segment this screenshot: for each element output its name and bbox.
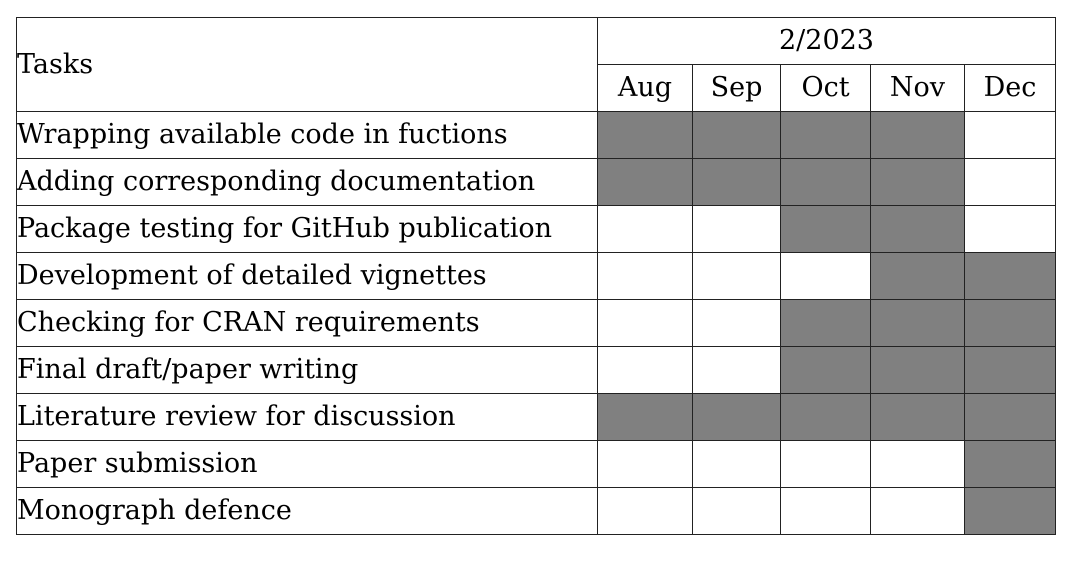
task-name: Checking for CRAN requirements	[16, 299, 598, 347]
schedule-cell	[964, 111, 1056, 159]
table-row: Final draft/paper writing	[16, 346, 1056, 394]
schedule-cell	[597, 440, 693, 488]
schedule-cell	[597, 299, 693, 347]
schedule-cell	[780, 346, 871, 394]
schedule-cell	[780, 440, 871, 488]
tasks-column-header: Tasks	[16, 17, 598, 112]
schedule-cell	[597, 346, 693, 394]
table-row: Development of detailed vignettes	[16, 252, 1056, 300]
schedule-cell	[692, 299, 781, 347]
schedule-cell	[780, 393, 871, 441]
task-name: Wrapping available code in fuctions	[16, 111, 598, 159]
schedule-cell	[964, 346, 1056, 394]
schedule-cell	[597, 487, 693, 535]
schedule-cell	[870, 487, 965, 535]
schedule-cell	[870, 299, 965, 347]
schedule-cell	[597, 158, 693, 206]
schedule-cell	[780, 252, 871, 300]
schedule-cell	[964, 252, 1056, 300]
schedule-cell	[692, 111, 781, 159]
schedule-cell	[964, 158, 1056, 206]
month-header-nov: Nov	[870, 64, 965, 112]
schedule-cell	[964, 393, 1056, 441]
task-name: Paper submission	[16, 440, 598, 488]
schedule-cell	[964, 440, 1056, 488]
schedule-cell	[870, 346, 965, 394]
schedule-cell	[780, 158, 871, 206]
month-header-oct: Oct	[780, 64, 871, 112]
schedule-cell	[692, 393, 781, 441]
month-header-aug: Aug	[597, 64, 693, 112]
schedule-cell	[964, 299, 1056, 347]
schedule-cell	[780, 487, 871, 535]
table-row: Paper submission	[16, 440, 1056, 488]
schedule-cell	[780, 205, 871, 253]
year-header: 2/2023	[597, 17, 1056, 65]
table-row: Checking for CRAN requirements	[16, 299, 1056, 347]
task-name: Monograph defence	[16, 487, 598, 535]
schedule-cell	[692, 252, 781, 300]
schedule-cell	[692, 158, 781, 206]
gantt-table: Tasks 2/2023 Aug Sep Oct Nov Dec Wrappin…	[16, 17, 1056, 535]
schedule-cell	[597, 252, 693, 300]
gantt-body: Wrapping available code in fuctions Addi…	[16, 111, 1056, 535]
table-row: Monograph defence	[16, 487, 1056, 535]
schedule-cell	[692, 487, 781, 535]
month-header-dec: Dec	[964, 64, 1056, 112]
task-name: Package testing for GitHub publication	[16, 205, 598, 253]
schedule-cell	[964, 487, 1056, 535]
schedule-cell	[597, 111, 693, 159]
schedule-cell	[870, 440, 965, 488]
header-row-year: Tasks 2/2023	[16, 17, 1056, 112]
schedule-cell	[780, 299, 871, 347]
schedule-cell	[780, 111, 871, 159]
schedule-cell	[870, 393, 965, 441]
schedule-cell	[870, 205, 965, 253]
schedule-cell	[597, 393, 693, 441]
schedule-cell	[692, 346, 781, 394]
schedule-cell	[870, 111, 965, 159]
schedule-cell	[692, 205, 781, 253]
schedule-cell	[870, 158, 965, 206]
task-name: Final draft/paper writing	[16, 346, 598, 394]
schedule-cell	[692, 440, 781, 488]
table-row: Adding corresponding documentation	[16, 158, 1056, 206]
table-row: Wrapping available code in fuctions	[16, 111, 1056, 159]
table-row: Package testing for GitHub publication	[16, 205, 1056, 253]
month-header-sep: Sep	[692, 64, 781, 112]
schedule-cell	[870, 252, 965, 300]
schedule-cell	[597, 205, 693, 253]
task-name: Development of detailed vignettes	[16, 252, 598, 300]
table-row: Literature review for discussion	[16, 393, 1056, 441]
task-name: Adding corresponding documentation	[16, 158, 598, 206]
task-name: Literature review for discussion	[16, 393, 598, 441]
schedule-cell	[964, 205, 1056, 253]
